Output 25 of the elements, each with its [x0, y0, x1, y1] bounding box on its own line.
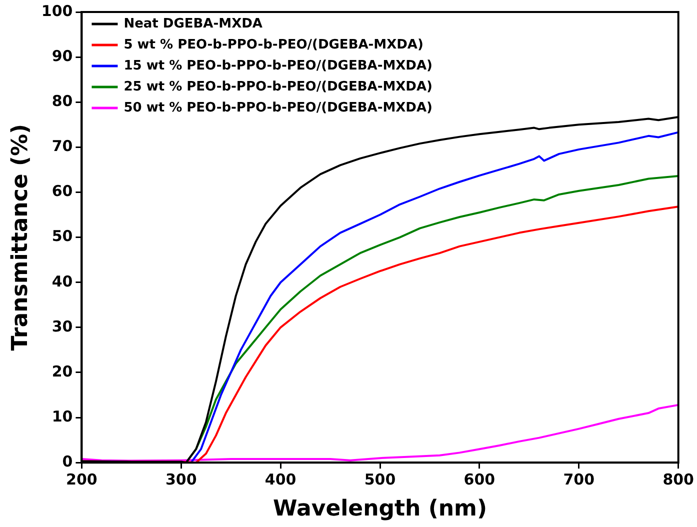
y-tick-label: 0	[62, 452, 73, 470]
legend-label: 50 wt % PEO-b-PPO-b-PEO/(DGEBA-MXDA)	[124, 100, 432, 116]
x-tick-label: 300	[165, 470, 197, 488]
x-axis-title: Wavelength (nm)	[273, 496, 488, 522]
y-tick-label: 60	[52, 182, 73, 200]
legend-label: Neat DGEBA-MXDA	[124, 16, 262, 32]
x-tick-label: 200	[66, 470, 98, 488]
x-tick-label: 500	[364, 470, 396, 488]
legend-label: 15 wt % PEO-b-PPO-b-PEO/(DGEBA-MXDA)	[124, 58, 432, 74]
y-tick-label: 20	[52, 362, 73, 380]
x-tick-label: 700	[563, 470, 595, 488]
y-tick-label: 50	[52, 227, 73, 246]
x-tick-label: 800	[662, 470, 694, 488]
y-tick-label: 100	[41, 2, 73, 20]
y-tick-label: 80	[52, 92, 73, 110]
legend-label: 25 wt % PEO-b-PPO-b-PEO/(DGEBA-MXDA)	[124, 79, 432, 94]
y-tick-label: 70	[52, 137, 73, 156]
y-axis-title: Transmittance (%)	[8, 124, 33, 351]
legend-label: 5 wt % PEO-b-PPO-b-PEO/(DGEBA-MXDA)	[124, 37, 424, 52]
y-tick-label: 10	[52, 407, 73, 426]
y-tick-label: 30	[52, 317, 73, 336]
y-tick-label: 40	[52, 272, 73, 290]
y-tick-label: 90	[52, 46, 73, 65]
x-tick-label: 600	[464, 470, 496, 488]
x-tick-label: 400	[264, 470, 296, 488]
